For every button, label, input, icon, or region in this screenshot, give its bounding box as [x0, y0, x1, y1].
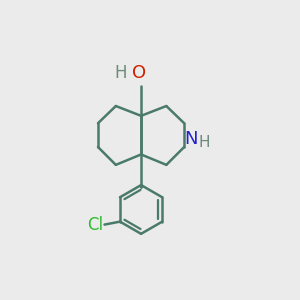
Text: H: H: [114, 64, 127, 82]
Text: Cl: Cl: [87, 216, 103, 234]
Text: N: N: [184, 130, 198, 148]
Text: H: H: [199, 135, 210, 150]
Text: O: O: [132, 64, 146, 82]
